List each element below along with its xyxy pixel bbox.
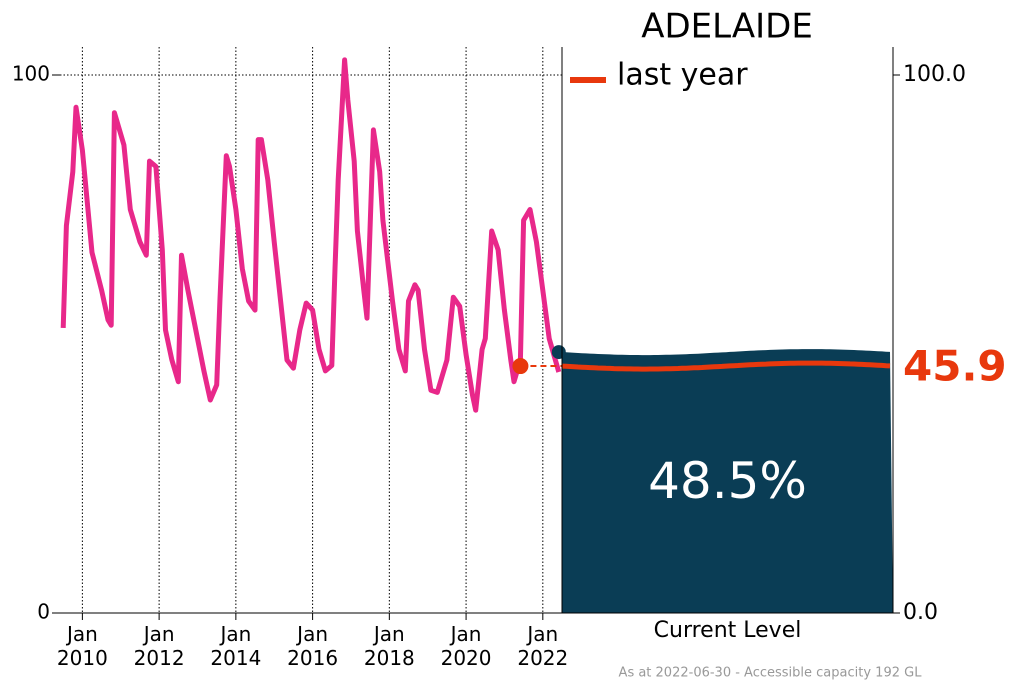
last-year-point (512, 358, 529, 375)
last-year-level (561, 360, 891, 372)
x-tick-label: Jan 2010 (57, 622, 108, 670)
y2-tick-label: 0.0 (903, 600, 938, 625)
x-tick-label-line: Jan (65, 622, 98, 646)
y-tick-label: 100 (12, 62, 50, 86)
x-tick-label: Jan 2016 (287, 622, 338, 670)
x-tick-label-line: 2010 (57, 646, 108, 670)
last-year-value: 45.9 (903, 342, 1007, 391)
legend-label: last year (617, 58, 748, 93)
x-tick-label: Jan 2022 (517, 622, 568, 670)
current-point (551, 345, 566, 360)
x-tick-label-line: Jan (295, 622, 328, 646)
x-tick-label-line: Jan (372, 622, 405, 646)
line-series (60, 57, 562, 413)
x-tick-label-line: 2012 (134, 646, 185, 670)
x-tick-label: Jan 2018 (364, 622, 415, 670)
current-level-label: 48.5% (648, 452, 807, 510)
y2-tick-label: 100.0 (903, 62, 966, 87)
x-tick-label-line: 2018 (364, 646, 415, 670)
y-tick-label: 0 (37, 600, 50, 624)
current-level-caption: Current Level (654, 618, 802, 643)
x-tick-label-line: Jan (142, 622, 175, 646)
x-tick-label-line: 2014 (210, 646, 261, 670)
x-tick-label: Jan 2012 (134, 622, 185, 670)
x-tick-label-line: 2022 (517, 646, 568, 670)
x-tick-label-line: 2020 (441, 646, 492, 670)
x-tick-label-line: Jan (525, 622, 558, 646)
x-tick-label-line: Jan (218, 622, 251, 646)
x-tick-label-line: Jan (449, 622, 482, 646)
x-tick-label: Jan 2020 (441, 622, 492, 670)
chart-title: ADELAIDE (641, 7, 813, 47)
x-tick-label: Jan 2014 (210, 622, 261, 670)
x-tick-label-line: 2016 (287, 646, 338, 670)
current-level-fill (562, 349, 893, 613)
footnote: As at 2022-06-30 - Accessible capacity 1… (619, 666, 923, 681)
